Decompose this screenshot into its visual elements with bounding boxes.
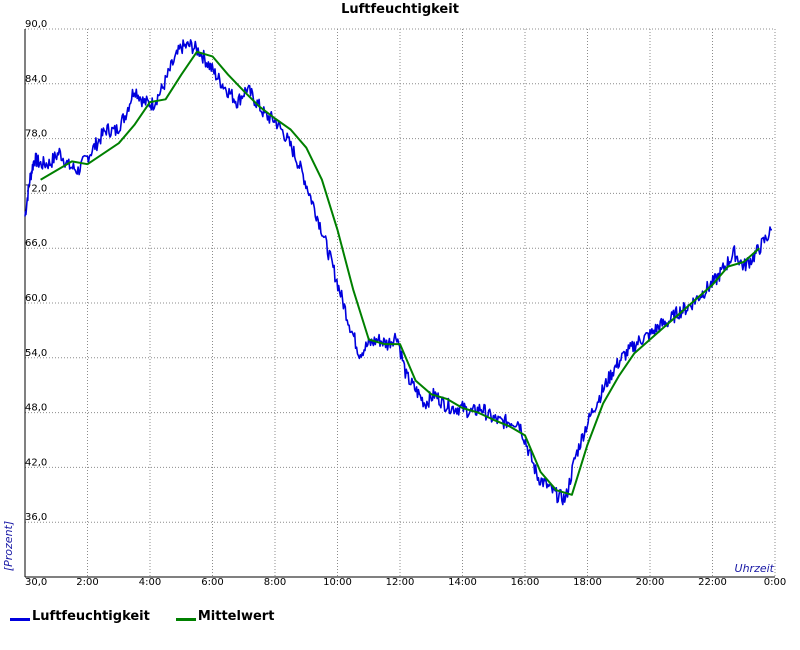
x-tick-label: 8:00 [264, 577, 286, 588]
x-tick-label: 6:00 [201, 577, 223, 588]
x-tick-label: 12:00 [386, 577, 415, 588]
x-tick-label: 10:00 [323, 577, 352, 588]
x-tick-label: 0:00 [764, 577, 786, 588]
legend: Luftfeuchtigkeit Mittelwert [10, 609, 274, 624]
x-tick-labels: 2:00 4:00 6:00 8:00 10:00 12:00 14:00 16:00 18:0… [76, 577, 786, 588]
y-tick-label: 54,0 [25, 348, 47, 359]
y-tick-label: 60,0 [25, 293, 47, 304]
y-axis-label: [Prozent] [2, 521, 15, 571]
x-tick-label: 2:00 [76, 577, 98, 588]
chart-title: Luftfeuchtigkeit [341, 2, 459, 17]
legend-swatch-blue [10, 618, 30, 621]
x-tick-label: 14:00 [448, 577, 477, 588]
series-lines [24, 39, 773, 506]
y-tick-label: 48,0 [25, 403, 47, 414]
y-tick-label: 66,0 [25, 238, 47, 249]
series-line-luftfeuchtigkeit [24, 39, 773, 506]
legend-swatch-green [175, 618, 196, 621]
x-tick-label: 16:00 [511, 577, 540, 588]
legend-label: Mittelwert [197, 609, 275, 624]
y-tick-label: 84,0 [25, 74, 47, 85]
x-tick-label: 18:00 [573, 577, 602, 588]
legend-item-mittelwert: Mittelwert [175, 609, 275, 624]
axes [24, 29, 775, 578]
y-tick-label: 72,0 [25, 183, 47, 194]
legend-label: Luftfeuchtigkeit [32, 609, 150, 624]
y-tick-label: 42,0 [25, 457, 47, 468]
x-axis-label: Uhrzeit [735, 562, 775, 575]
x-tick-label: 22:00 [698, 577, 727, 588]
x-tick-label: 4:00 [139, 577, 161, 588]
y-tick-label: 90,0 [25, 19, 47, 30]
y-tick-labels: 30,0 36,0 42,0 48,0 54,0 60,0 66,0 72,0 78,0 84,0… [25, 19, 47, 588]
series-line-mittelwert [40, 50, 761, 496]
y-tick-label: 78,0 [25, 129, 47, 140]
grid [24, 28, 776, 578]
y-tick-label: 30,0 [25, 577, 47, 588]
legend-item-luftfeuchtigkeit: Luftfeuchtigkeit [10, 609, 150, 624]
x-tick-label: 20:00 [636, 577, 665, 588]
y-tick-label: 36,0 [25, 512, 47, 523]
